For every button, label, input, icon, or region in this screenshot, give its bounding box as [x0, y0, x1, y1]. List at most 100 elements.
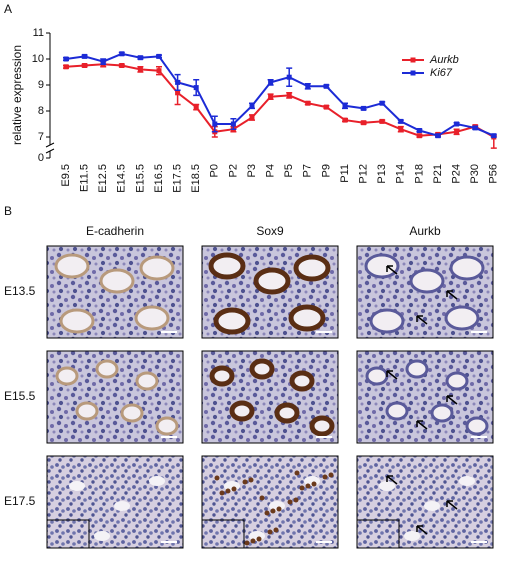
x-tick-label: P9 [320, 164, 332, 177]
marker [472, 125, 478, 131]
duct [134, 305, 170, 331]
x-tick-label: P56 [488, 164, 500, 184]
stained-nucleus [264, 510, 270, 516]
duct [288, 304, 326, 332]
duct [209, 365, 235, 387]
x-tick-label: P3 [246, 164, 258, 177]
marker [305, 83, 311, 89]
inset [201, 519, 245, 549]
marker [100, 59, 106, 65]
x-tick-label: P0 [209, 164, 221, 177]
duct [369, 308, 405, 334]
marker [156, 53, 162, 59]
series-line [65, 52, 495, 137]
marker [435, 133, 441, 139]
inset [356, 519, 400, 549]
marker [137, 55, 143, 61]
marker [398, 126, 404, 132]
x-tick-label: E17.5 [172, 164, 184, 193]
x-tick-label: P18 [413, 164, 425, 184]
panel-label: B [4, 204, 12, 218]
x-tick-label: P4 [265, 164, 277, 177]
marker [491, 133, 497, 139]
stained-nucleus [328, 472, 334, 478]
duct [59, 308, 95, 334]
marker [193, 85, 199, 91]
marker [137, 66, 143, 72]
marker [193, 104, 199, 110]
x-tick-label: P2 [227, 164, 239, 177]
marker [379, 118, 385, 124]
legend-label: Ki67 [430, 67, 453, 79]
x-tick-label: P11 [339, 164, 351, 183]
marker [286, 92, 292, 98]
x-tick-label: E15.5 [134, 164, 146, 193]
marker [63, 64, 69, 70]
axis-break [45, 142, 55, 148]
stained-nucleus [276, 506, 282, 512]
lumen [404, 531, 420, 541]
stained-nucleus [248, 477, 254, 483]
duct [274, 402, 300, 424]
stained-nucleus [259, 495, 265, 501]
marker [63, 56, 69, 62]
marker [249, 115, 255, 120]
lumen [94, 531, 110, 541]
column-header: Sox9 [256, 224, 284, 238]
duct [409, 268, 445, 294]
duct [293, 254, 331, 282]
duct [54, 253, 90, 279]
stained-nucleus [287, 499, 293, 505]
arrow [446, 395, 458, 405]
duct [99, 268, 135, 294]
row-label: E15.5 [4, 389, 36, 403]
marker [268, 94, 274, 100]
duct [253, 267, 291, 295]
row-label: E17.5 [4, 494, 36, 508]
y-tick-label: 11 [33, 27, 44, 39]
lumen [424, 501, 440, 511]
duct [229, 400, 255, 422]
stained-nucleus [311, 481, 317, 487]
marker [156, 68, 162, 74]
arrow [386, 475, 398, 485]
stained-nucleus [244, 540, 250, 546]
legend-label: Aurkb [429, 54, 459, 66]
series-line [65, 63, 495, 138]
legend-marker [410, 70, 416, 76]
marker [82, 63, 88, 68]
stained-nucleus [256, 536, 262, 542]
arrow [416, 420, 428, 430]
x-tick-label: E11.5 [79, 164, 91, 192]
stained-nucleus [305, 483, 311, 489]
x-tick-label: E14.5 [116, 164, 128, 193]
marker [230, 121, 236, 127]
lumen [114, 501, 130, 511]
duct [405, 359, 429, 379]
marker [342, 103, 348, 109]
marker [286, 74, 292, 80]
stained-nucleus [225, 488, 231, 494]
axis-break [45, 148, 55, 154]
stained-nucleus [250, 538, 256, 544]
duct [155, 416, 179, 436]
lumen [459, 476, 475, 486]
x-tick-label: P7 [302, 164, 314, 177]
stained-nucleus [293, 497, 299, 503]
duct [75, 401, 99, 421]
marker [268, 79, 274, 85]
duct [385, 401, 409, 421]
duct [444, 305, 480, 331]
marker [454, 121, 460, 127]
duct [95, 359, 119, 379]
marker [323, 104, 329, 110]
inset [46, 519, 90, 549]
arrow [386, 370, 398, 380]
marker [398, 118, 404, 124]
duct [135, 371, 159, 391]
marker [361, 120, 367, 126]
stained-nucleus [273, 527, 279, 533]
marker [454, 129, 460, 135]
stained-nucleus [219, 490, 225, 496]
